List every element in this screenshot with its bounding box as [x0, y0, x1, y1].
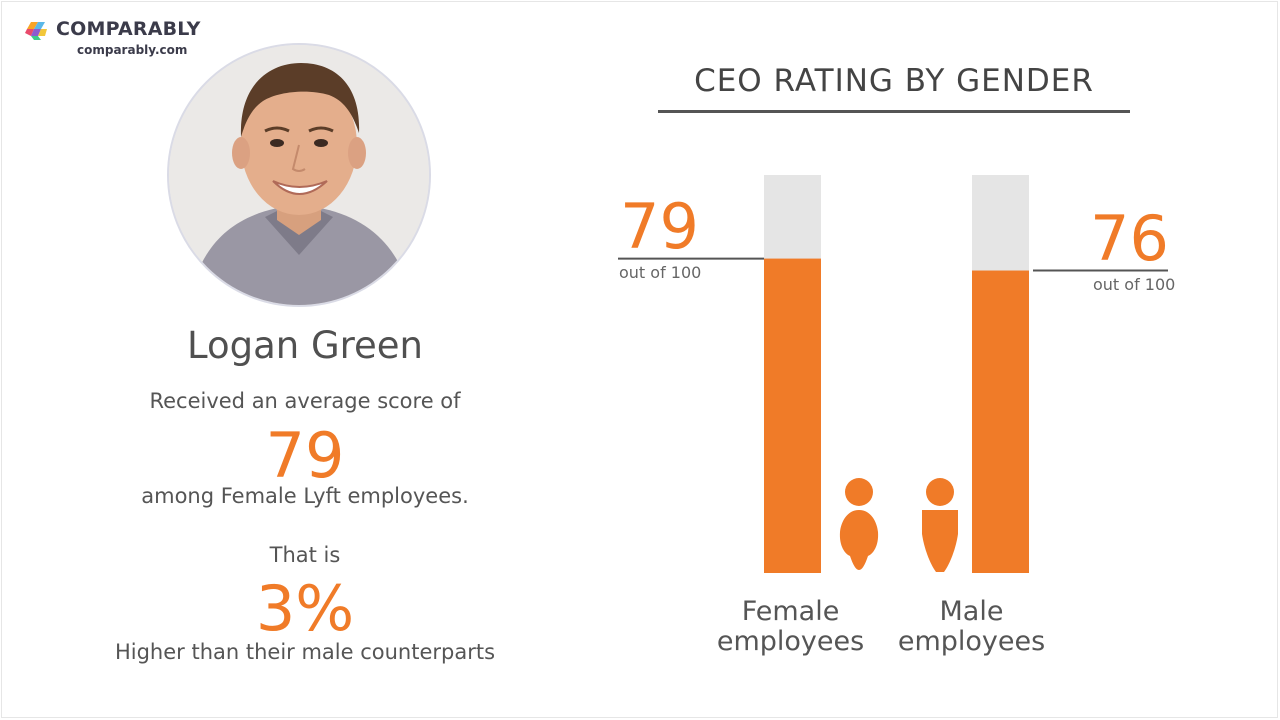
bar-male	[972, 270, 1029, 573]
person-photo-image	[169, 45, 429, 305]
person-name: Logan Green	[186, 324, 424, 367]
bar-value-suffix-male: out of 100	[1093, 274, 1176, 294]
category-label-male: Male employees	[897, 596, 1046, 657]
brand-url[interactable]: comparably.com	[77, 43, 188, 57]
bar-chart	[618, 175, 1168, 573]
comparably-logo-icon	[25, 22, 47, 40]
bar-value-male: 76	[1090, 201, 1169, 275]
person-photo	[167, 43, 431, 307]
summary-score: 79	[265, 419, 345, 492]
summary-intro-text: Received an average score of	[149, 389, 461, 413]
chart-title-underline	[658, 110, 1130, 113]
summary-percent: 3%	[255, 572, 355, 645]
category-label-female: Female employees	[716, 596, 865, 657]
summary-that-is-text: That is	[269, 543, 341, 567]
female-person-body-icon	[839, 510, 879, 570]
male-person-body-icon	[922, 510, 958, 572]
summary-comparison-text: Higher than their male counterparts	[114, 640, 496, 664]
male-person-icon	[926, 478, 954, 506]
female-person-icon	[845, 478, 873, 506]
summary-group-text: among Female Lyft employees.	[141, 484, 469, 508]
brand-name: COMPARABLY	[56, 18, 201, 40]
bar-value-female: 79	[620, 189, 699, 263]
bar-value-suffix-female: out of 100	[619, 262, 702, 282]
bar-female	[764, 258, 821, 573]
chart-title: CEO RATING BY GENDER	[694, 63, 1094, 99]
